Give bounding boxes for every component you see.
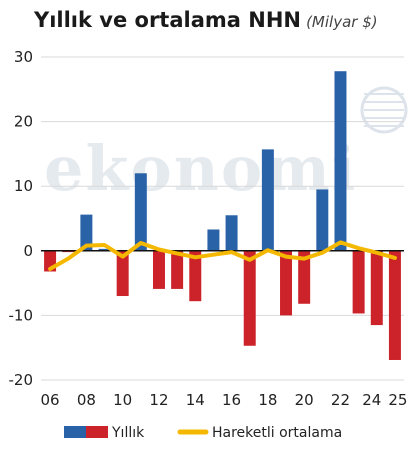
bar-08 [80, 214, 93, 251]
moving-average-line [48, 240, 397, 271]
watermark-logo: ekonomi [44, 132, 357, 205]
legend: Yıllık Hareketli ortalama [64, 425, 342, 441]
x-tick-label: 16 [222, 391, 241, 409]
bar-15 [207, 229, 220, 251]
legend-swatch-negative [86, 426, 108, 438]
legend-label-hareketli-ortalama: Hareketli ortalama [212, 425, 342, 441]
y-tick-label: -10 [9, 306, 34, 324]
x-tick-label: 14 [186, 391, 205, 409]
bar-22 [334, 71, 347, 251]
x-tick-label: 20 [295, 391, 314, 409]
bar-19 [280, 250, 293, 316]
watermark-globe-icon [360, 86, 408, 134]
grid [41, 56, 404, 381]
x-tick-label: 10 [113, 391, 132, 409]
x-tick-label: 22 [331, 391, 350, 409]
y-tick-label: 20 [14, 113, 33, 131]
bar-16 [225, 215, 238, 251]
bar-17 [243, 250, 256, 346]
bar-10 [116, 250, 129, 297]
bar-18 [261, 149, 274, 251]
x-tick-label: 08 [77, 391, 96, 409]
bar-11 [134, 173, 147, 251]
chart-subtitle: (Milyar $) [306, 13, 378, 31]
x-tick-label: 06 [41, 391, 60, 409]
watermark-globe-ring [360, 86, 408, 134]
bar-13 [171, 250, 184, 289]
bar-12 [152, 250, 165, 289]
x-tick-label: 25 [388, 391, 407, 409]
bar-09 [98, 248, 111, 251]
bar-series-yillik [44, 71, 401, 360]
legend-swatch-positive [64, 426, 86, 438]
y-axis-ticks: -20 -10 0 10 20 30 [9, 48, 34, 389]
line-series-hareketli-ortalama [48, 240, 397, 271]
x-tick-label: 18 [258, 391, 277, 409]
bar-25 [388, 250, 401, 360]
bar-24 [370, 250, 383, 326]
bar-21 [316, 189, 329, 251]
y-tick-label: 30 [14, 48, 33, 66]
bar-06 [44, 250, 57, 272]
x-axis-ticks: 06 08 10 12 14 16 18 20 22 24 25 [41, 391, 408, 409]
y-tick-label: 0 [23, 242, 33, 260]
bar-23 [352, 250, 365, 314]
x-tick-label: 12 [149, 391, 168, 409]
chart-title-row: Yıllık ve ortalama NHN (Milyar $) [34, 8, 378, 32]
x-tick-label: 24 [362, 391, 381, 409]
bar-20 [298, 250, 311, 304]
bar-14 [189, 250, 202, 302]
legend-label-yillik: Yıllık [111, 425, 145, 441]
y-tick-label: 10 [14, 177, 33, 195]
chart-title: Yıllık ve ortalama NHN [34, 8, 301, 32]
y-tick-label: -20 [9, 371, 34, 389]
